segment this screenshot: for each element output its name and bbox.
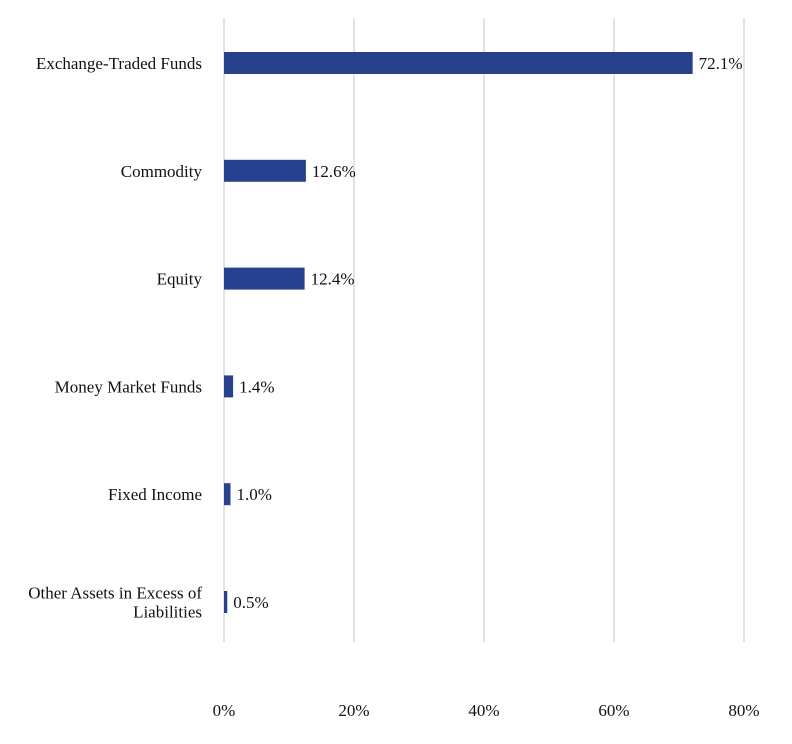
bar xyxy=(224,267,305,290)
data-label: 1.4% xyxy=(239,377,274,396)
category-label-line: Money Market Funds xyxy=(55,377,202,396)
category-label: Commodity xyxy=(121,162,203,181)
gridlines xyxy=(223,18,745,642)
data-labels: 72.1% 12.6% 12.4% 1.4% 1.0% 0.5% xyxy=(233,54,742,612)
category-label-line: Other Assets in Excess of xyxy=(28,584,202,603)
data-label: 12.6% xyxy=(312,162,356,181)
category-label: Money Market Funds xyxy=(55,377,202,396)
category-label-line: Liabilities xyxy=(133,603,202,622)
category-label: Equity xyxy=(157,270,203,289)
bar xyxy=(224,375,234,398)
bar xyxy=(224,159,306,182)
data-label: 12.4% xyxy=(311,270,355,289)
category-label-line: Fixed Income xyxy=(108,485,202,504)
category-label: Fixed Income xyxy=(108,485,202,504)
x-tick-label: 20% xyxy=(338,701,369,720)
x-tick-label: 60% xyxy=(598,701,629,720)
x-tick-label: 0% xyxy=(213,701,236,720)
category-label-line: Commodity xyxy=(121,162,203,181)
bar xyxy=(224,483,231,506)
category-label-line: Exchange-Traded Funds xyxy=(36,54,202,73)
x-axis-tick-labels: 0% 20% 40% 60% 80% xyxy=(213,701,760,720)
category-label-line: Equity xyxy=(157,270,203,289)
bars xyxy=(224,52,693,613)
data-label: 0.5% xyxy=(233,593,268,612)
bar xyxy=(224,52,693,74)
data-label: 1.0% xyxy=(237,485,272,504)
x-tick-label: 80% xyxy=(728,701,759,720)
category-label: Exchange-Traded Funds xyxy=(36,54,202,73)
bar xyxy=(224,591,228,613)
x-tick-label: 40% xyxy=(468,701,499,720)
category-labels: Exchange-Traded Funds Commodity Equity Mone… xyxy=(28,54,202,622)
data-label: 72.1% xyxy=(699,54,743,73)
category-label: Other Assets in Excess of Liabilities xyxy=(28,584,202,622)
